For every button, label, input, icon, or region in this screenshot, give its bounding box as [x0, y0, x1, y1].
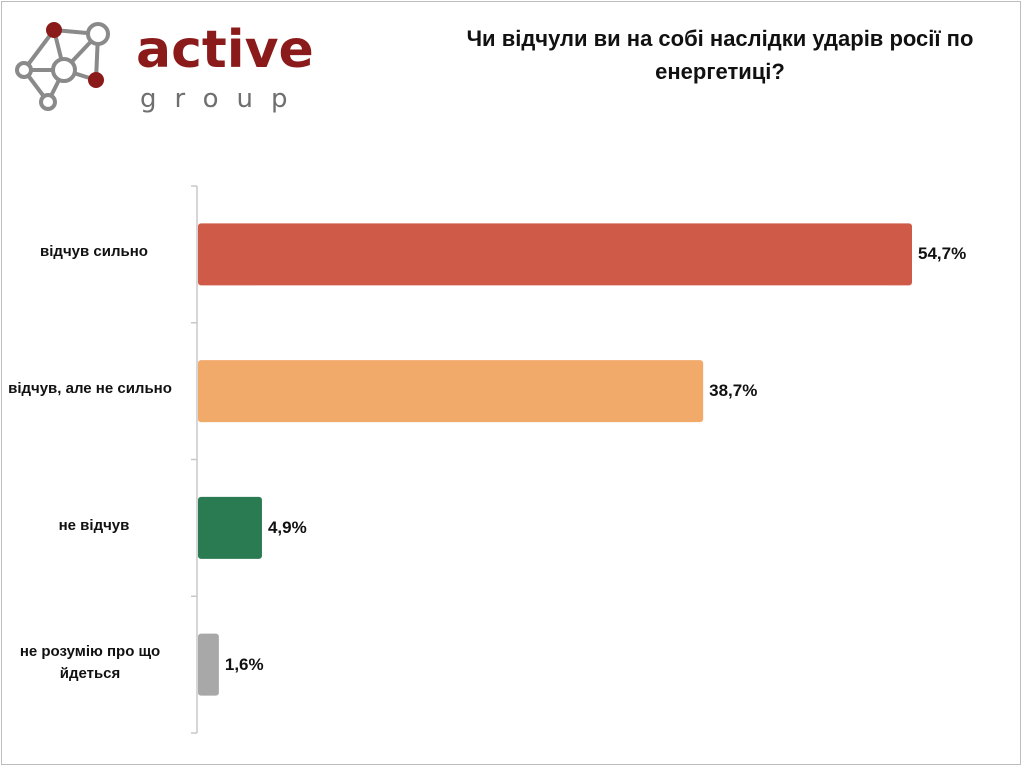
category-label: не відчув [58, 516, 130, 534]
network-logo-icon [15, 22, 110, 111]
bar-4 [198, 633, 219, 696]
data-label: 38,7% [709, 381, 758, 401]
logo-subtitle: group [140, 84, 306, 114]
data-label: 1,6% [224, 654, 264, 674]
chart-title: Чи відчули ви на собі наслідки ударів ро… [466, 26, 974, 84]
category-label: відчув сильно [40, 243, 148, 261]
data-label: 54,7% [918, 244, 967, 264]
category-label: відчув, але не сильно [8, 380, 172, 398]
bar-1 [198, 223, 912, 286]
logo: active group [10, 14, 314, 114]
bar-3 [198, 496, 262, 559]
logo-wordmark: active [136, 20, 314, 80]
bar-2 [198, 360, 704, 423]
category-label: не розумію про що йдеться [19, 642, 161, 682]
data-label: 4,9% [267, 517, 307, 537]
